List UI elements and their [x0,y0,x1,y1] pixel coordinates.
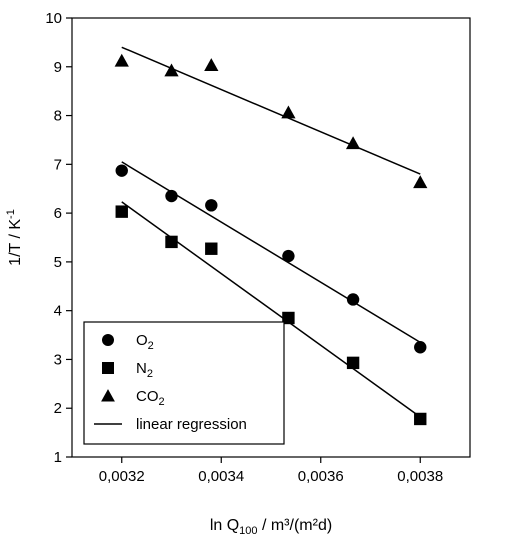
data-point-n2 [282,311,295,325]
y-tick-label: 4 [54,303,62,320]
y-tick-label: 10 [45,10,62,27]
x-tick-label: 0,0032 [99,468,145,485]
data-points [114,53,428,426]
legend-label: linear regression [136,416,247,433]
data-point-o2 [282,249,295,263]
y-tick-label: 6 [54,205,62,222]
y-tick-label: 3 [54,351,62,368]
data-point-co2 [281,105,296,119]
data-point-o2 [414,341,427,354]
regression-line-co2 [121,46,421,175]
y-tick-label: 1 [54,449,62,466]
legend-marker [102,362,114,374]
legend-marker [102,334,114,346]
x-axis-label: ln Q100 / m³/(m²d) [210,517,332,536]
x-tick-label: 0,0034 [198,468,244,485]
legend-marker [101,389,115,402]
regression-line-o2 [121,161,421,344]
y-tick-label: 8 [54,108,62,125]
x-tick-label: 0,0038 [397,468,443,485]
data-point-n2 [165,235,178,249]
y-axis-label: 1/T / K-1 [5,209,24,266]
y-tick-label: 2 [54,400,62,417]
data-point-co2 [114,53,129,67]
data-point-o2 [165,189,178,203]
axes: 1 2 3 4 5 6 7 8 9 10 0,0032 0,0034 0,0036 0,0038 [45,10,471,485]
y-tick-label: 7 [54,156,62,173]
y-tick-label: 5 [54,254,62,271]
data-point-co2 [345,136,361,150]
y-tick-label: 9 [54,59,62,76]
plot-frame [71,17,471,458]
data-point-o2 [346,293,360,306]
data-point-co2 [204,58,219,72]
data-point-o2 [205,199,218,212]
legend-label: CO2 [136,388,165,408]
x-tick-label: 0,0036 [298,468,344,485]
data-point-n2 [414,412,427,426]
data-point-co2 [413,175,428,189]
data-point-o2 [115,164,128,177]
data-point-co2 [164,63,179,77]
data-point-n2 [205,242,218,255]
data-point-n2 [115,205,128,218]
data-point-n2 [346,356,360,370]
